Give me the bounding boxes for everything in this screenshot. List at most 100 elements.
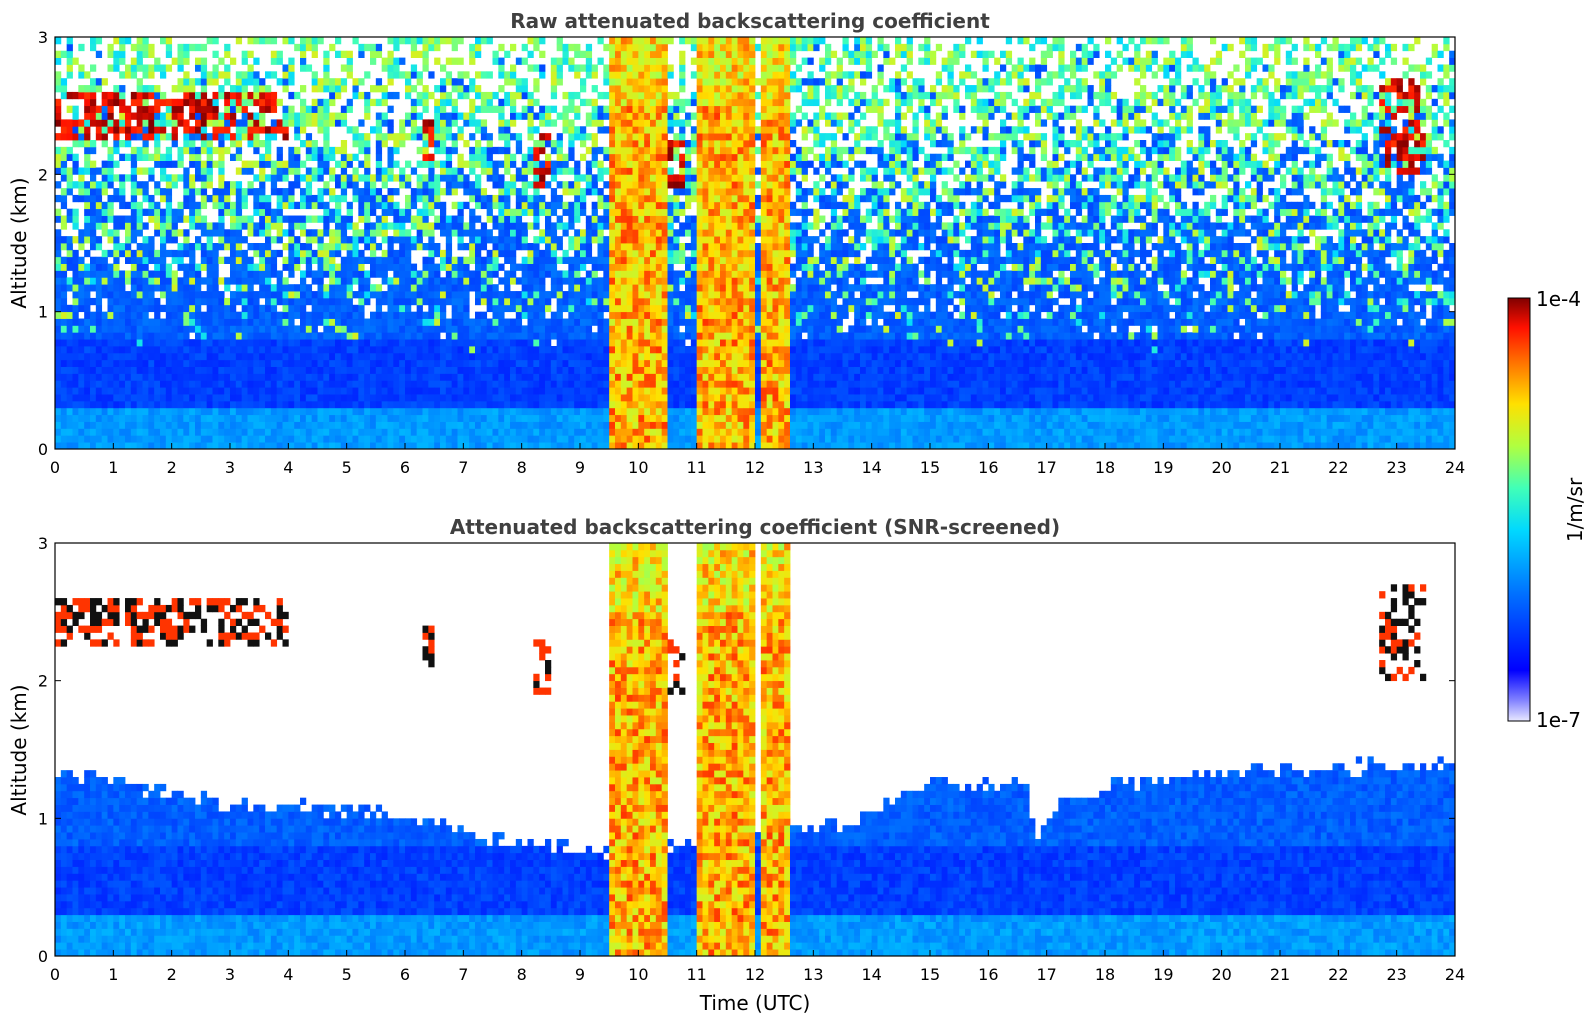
heatmap-cell: [60, 442, 68, 450]
heatmap-cell: [568, 346, 575, 354]
heatmap-cell: [533, 126, 540, 134]
heatmap-cell: [113, 387, 120, 395]
heatmap-cell: [206, 311, 213, 319]
heatmap-cell: [55, 325, 62, 333]
heatmap-cell: [317, 112, 324, 120]
heatmap-cell: [142, 133, 149, 141]
heatmap-cell: [101, 174, 108, 182]
heatmap-cell: [486, 194, 493, 203]
heatmap-cell: [393, 140, 400, 148]
heatmap-cell: [527, 346, 534, 354]
heatmap-cell: [562, 428, 569, 436]
heatmap-cell: [288, 346, 295, 354]
heatmap-cell: [130, 291, 138, 299]
heatmap-cell: [463, 91, 470, 100]
heatmap-cell: [510, 407, 517, 416]
heatmap-cell: [597, 277, 604, 285]
heatmap-cell: [451, 277, 458, 285]
heatmap-cell: [574, 270, 581, 278]
heatmap-cell: [527, 304, 534, 313]
heatmap-cell: [206, 366, 213, 374]
heatmap-cell: [154, 256, 161, 264]
heatmap-cell: [632, 291, 639, 299]
heatmap-cell: [72, 91, 79, 100]
heatmap-cell: [177, 373, 184, 381]
heatmap-cell: [434, 243, 441, 251]
heatmap-cell: [480, 91, 488, 100]
heatmap-cell: [288, 263, 295, 271]
heatmap-cell: [440, 339, 447, 347]
heatmap-cell: [55, 366, 62, 374]
heatmap-cell: [305, 428, 313, 436]
heatmap-cell: [463, 160, 470, 168]
heatmap-cell: [171, 85, 178, 93]
heatmap-cell: [160, 188, 167, 196]
heatmap-cell: [574, 421, 581, 429]
heatmap-cell: [90, 243, 97, 251]
heatmap-cell: [142, 380, 149, 388]
heatmap-cell: [562, 373, 569, 381]
heatmap-cell: [504, 140, 511, 148]
heatmap-cell: [72, 311, 79, 319]
heatmap-cell: [352, 153, 359, 161]
heatmap-cell: [323, 297, 330, 306]
heatmap-cell: [55, 380, 62, 388]
heatmap-cell: [72, 352, 79, 361]
heatmap-cell: [591, 71, 598, 79]
heatmap-cell: [317, 229, 324, 237]
heatmap-cell: [276, 352, 283, 361]
heatmap-cell: [142, 98, 149, 107]
heatmap-cell: [346, 352, 353, 361]
heatmap-cell: [527, 311, 534, 319]
heatmap-cell: [55, 236, 62, 244]
heatmap-cell: [510, 325, 517, 333]
heatmap-cell: [445, 352, 453, 361]
heatmap-cell: [574, 435, 581, 443]
heatmap-cell: [323, 140, 330, 148]
heatmap-cell: [410, 332, 418, 340]
heatmap-cell: [119, 332, 126, 340]
heatmap-cell: [498, 352, 505, 361]
heatmap-cell: [101, 428, 108, 436]
heatmap-cell: [253, 373, 260, 381]
heatmap-cell: [107, 366, 114, 374]
heatmap-cell: [428, 414, 435, 422]
heatmap-cell: [165, 174, 173, 182]
heatmap-cell: [189, 270, 196, 278]
heatmap-cell: [556, 43, 563, 52]
heatmap-cell: [317, 435, 324, 443]
heatmap-cell: [265, 140, 272, 148]
heatmap-cell: [580, 380, 587, 388]
heatmap-cell: [469, 146, 476, 155]
heatmap-cell: [422, 119, 429, 127]
heatmap-cell: [615, 297, 622, 306]
heatmap-cell: [235, 167, 243, 175]
heatmap-cell: [387, 160, 394, 168]
heatmap-cell: [90, 352, 97, 361]
heatmap-cell: [171, 208, 178, 216]
heatmap-cell: [539, 105, 546, 113]
heatmap-cell: [527, 98, 534, 107]
heatmap-cell: [148, 64, 155, 72]
heatmap-cell: [195, 188, 202, 196]
heatmap-cell: [609, 387, 616, 395]
heatmap-cell: [591, 400, 598, 409]
heatmap-cell: [154, 400, 161, 409]
heatmap-cell: [265, 332, 272, 340]
heatmap-cell: [387, 394, 394, 402]
heatmap-cell: [125, 352, 132, 361]
heatmap-cell: [340, 243, 348, 251]
heatmap-cell: [189, 98, 196, 107]
heatmap-cell: [469, 229, 476, 237]
heatmap-cell: [545, 366, 552, 374]
heatmap-cell: [323, 366, 330, 374]
heatmap-cell: [125, 318, 132, 326]
heatmap-cell: [550, 188, 558, 196]
heatmap-cell: [387, 243, 394, 251]
heatmap-cell: [200, 332, 208, 340]
heatmap-cell: [457, 318, 464, 326]
heatmap-cell: [206, 325, 213, 333]
heatmap-cell: [90, 236, 97, 244]
heatmap-cell: [416, 215, 423, 223]
heatmap-cell: [270, 428, 278, 436]
